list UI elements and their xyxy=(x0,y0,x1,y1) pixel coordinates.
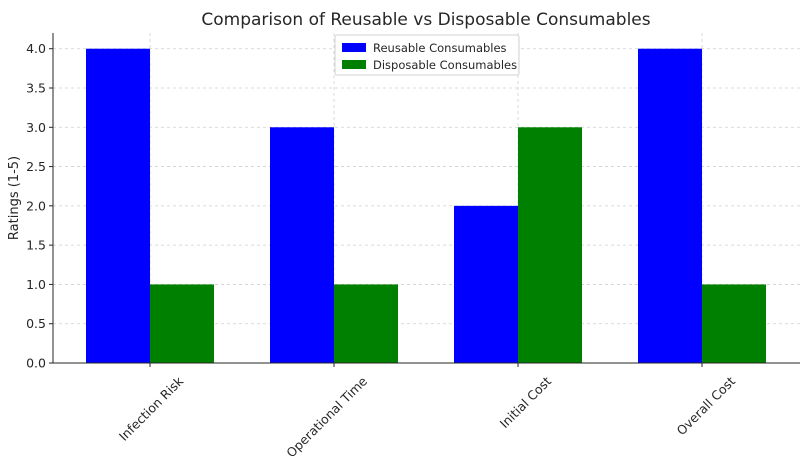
legend: Reusable Consumables Disposable Consumabl… xyxy=(334,34,520,76)
bar-disposable-0 xyxy=(150,284,214,363)
y-tick-label: 2.0 xyxy=(26,198,46,213)
y-tick-label: 0.5 xyxy=(26,316,46,331)
y-tick-label: 1.0 xyxy=(26,277,46,292)
chart-title: Comparison of Reusable vs Disposable Con… xyxy=(201,10,650,30)
bar-disposable-3 xyxy=(702,284,766,363)
y-axis-label: Ratings (1-5) xyxy=(7,156,22,240)
y-tick-label: 2.5 xyxy=(26,159,46,174)
y-tick-label: 0.0 xyxy=(26,356,46,371)
legend-label-disposable: Disposable Consumables xyxy=(373,58,517,72)
bar-disposable-2 xyxy=(518,127,582,364)
legend-swatch-reusable xyxy=(342,43,366,52)
y-tick-labels: 0.0 0.5 1.0 1.5 2.0 2.5 3.0 3.5 4.0 xyxy=(26,41,46,370)
x-tick-label: Operational Time xyxy=(283,373,370,456)
x-tick-label: Initial Cost xyxy=(497,373,555,431)
bars xyxy=(86,48,766,364)
axes xyxy=(49,33,800,367)
bar-disposable-1 xyxy=(334,284,398,363)
legend-swatch-disposable xyxy=(342,60,366,69)
y-tick-label: 4.0 xyxy=(26,41,46,56)
bar-reusable-0 xyxy=(86,48,150,363)
bar-reusable-1 xyxy=(270,127,334,364)
bar-reusable-3 xyxy=(638,48,702,363)
x-tick-label: Overall Cost xyxy=(673,373,738,438)
legend-box xyxy=(334,34,520,76)
bar-reusable-2 xyxy=(454,205,518,363)
y-tick-label: 3.5 xyxy=(26,81,46,96)
x-tick-label: Infection Risk xyxy=(116,373,187,444)
x-tick-labels: Infection Risk Operational Time Initial Co… xyxy=(116,373,738,460)
y-tick-label: 1.5 xyxy=(26,238,46,253)
legend-label-reusable: Reusable Consumables xyxy=(373,41,507,55)
y-tick-label: 3.0 xyxy=(26,120,46,135)
